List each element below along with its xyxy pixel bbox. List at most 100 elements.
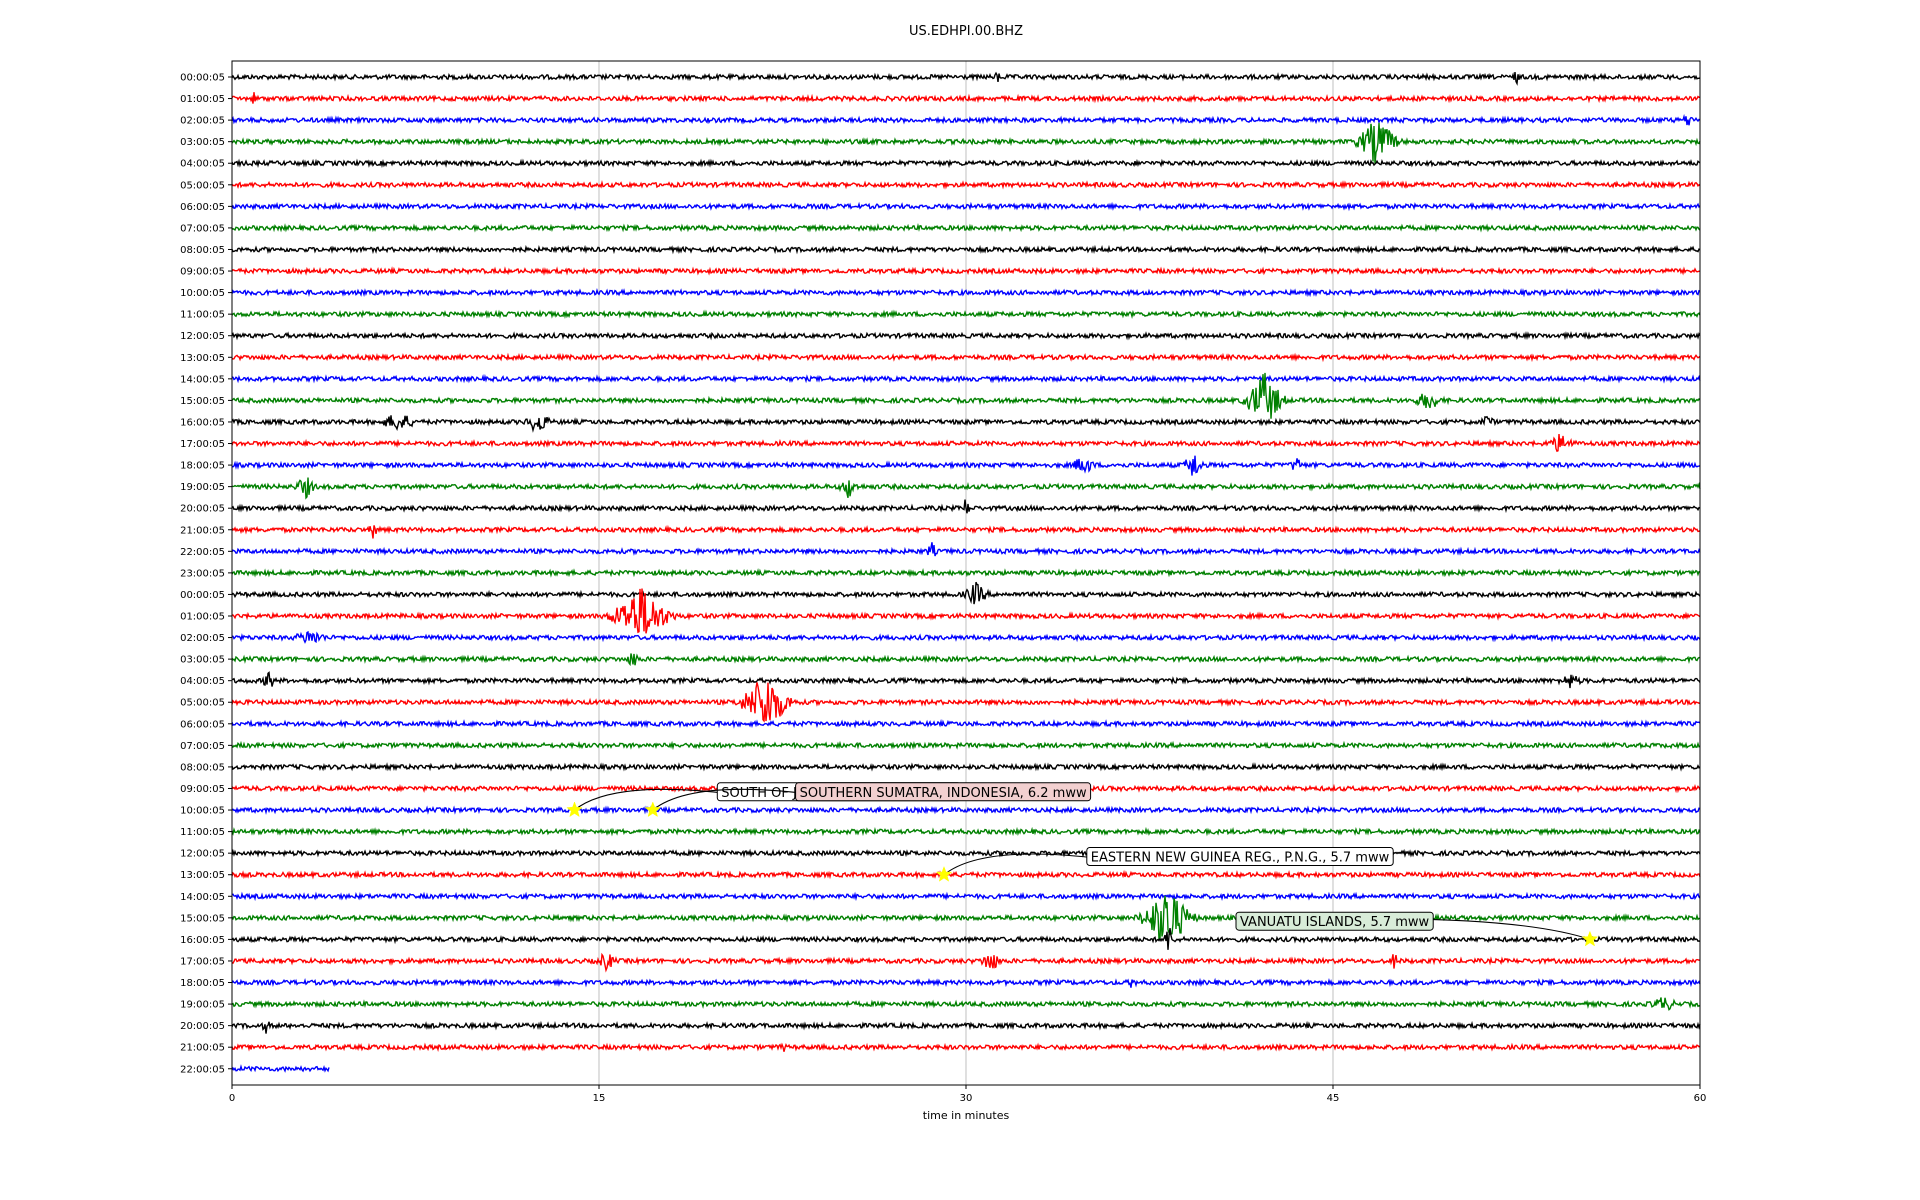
trace-row-24: [231, 581, 1701, 605]
event-label-box-1: [795, 782, 1092, 802]
y-tick-label-43: 19:00:05: [180, 1000, 225, 1011]
y-tick-label-30: 06:00:05: [180, 719, 225, 730]
event-star-1: [644, 801, 662, 818]
trace-row-37: [231, 869, 1701, 880]
y-tick-label-17: 17:00:05: [180, 439, 225, 450]
trace-row-2: [231, 113, 1701, 126]
trace-row-35: [231, 826, 1701, 837]
event-arrow-2: [943, 853, 1091, 876]
y-tick-label-23: 23:00:05: [180, 568, 225, 579]
y-tick-label-13: 13:00:05: [180, 353, 225, 364]
trace-row-36: [231, 848, 1701, 859]
y-tick-label-5: 05:00:05: [180, 180, 225, 191]
y-tick-label-44: 20:00:05: [180, 1021, 225, 1032]
y-tick-label-6: 06:00:05: [180, 202, 225, 213]
y-tick-label-33: 09:00:05: [180, 784, 225, 795]
trace-row-26: [231, 630, 1701, 644]
trace-row-31: [231, 740, 1701, 751]
trace-row-41: [231, 952, 1701, 973]
y-tick-label-8: 08:00:05: [180, 245, 225, 256]
y-tick-label-41: 17:00:05: [180, 956, 225, 967]
y-tick-label-25: 01:00:05: [180, 612, 225, 623]
y-tick-label-28: 04:00:05: [180, 676, 225, 687]
trace-row-9: [231, 266, 1700, 276]
trace-row-39: [231, 895, 1701, 941]
event-label-box-3: [1235, 911, 1434, 931]
y-tick-label-10: 10:00:05: [180, 288, 225, 299]
y-tick-label-15: 15:00:05: [180, 396, 225, 407]
event-arrow-1: [652, 788, 800, 811]
y-tick-label-40: 16:00:05: [180, 935, 225, 946]
y-tick-label-31: 07:00:05: [180, 741, 225, 752]
y-tick-label-20: 20:00:05: [180, 504, 225, 515]
x-tick-label-3: 45: [1327, 1093, 1340, 1104]
y-tick-label-46: 22:00:05: [180, 1064, 225, 1075]
trace-row-10: [231, 287, 1701, 298]
trace-row-44: [231, 1020, 1701, 1034]
y-tick-label-18: 18:00:05: [180, 461, 225, 472]
event-star-0: [566, 801, 583, 818]
x-tick-label-2: 30: [960, 1093, 973, 1104]
y-tick-label-26: 02:00:05: [180, 633, 225, 644]
y-tick-label-11: 11:00:05: [180, 310, 225, 321]
y-tick-label-36: 12:00:05: [180, 849, 225, 860]
y-tick-label-37: 13:00:05: [180, 870, 225, 881]
trace-row-16: [231, 415, 1701, 433]
y-tick-label-39: 15:00:05: [180, 913, 225, 924]
trace-row-19: [231, 477, 1701, 500]
chart-title: US.EDHPI.00.BHZ: [909, 24, 1023, 39]
trace-row-18: [231, 455, 1701, 476]
y-tick-label-21: 21:00:05: [180, 525, 225, 536]
y-tick-label-24: 00:00:05: [180, 590, 225, 601]
event-arrow-0: [574, 788, 722, 811]
y-tick-label-12: 12:00:05: [180, 331, 225, 342]
trace-row-23: [231, 568, 1701, 578]
y-tick-label-9: 09:00:05: [180, 267, 225, 278]
trace-row-14: [231, 373, 1701, 384]
trace-row-32: [231, 762, 1701, 772]
trace-row-25: [231, 588, 1701, 634]
trace-row-15: [231, 372, 1701, 419]
trace-row-1: [231, 92, 1701, 104]
trace-row-40: [231, 928, 1701, 950]
trace-row-17: [231, 434, 1701, 453]
y-tick-label-16: 16:00:05: [180, 417, 225, 428]
x-tick-label-4: 60: [1694, 1093, 1707, 1104]
trace-row-7: [231, 223, 1701, 233]
trace-row-34: [231, 805, 1701, 815]
y-tick-label-14: 14:00:05: [180, 374, 225, 385]
trace-row-28: [231, 671, 1701, 689]
trace-row-38: [231, 891, 1701, 902]
y-tick-label-38: 14:00:05: [180, 892, 225, 903]
y-tick-label-42: 18:00:05: [180, 978, 225, 989]
x-axis-label: time in minutes: [923, 1109, 1010, 1122]
traces: [231, 71, 1701, 1073]
y-tick-label-27: 03:00:05: [180, 655, 225, 666]
y-tick-label-19: 19:00:05: [180, 482, 225, 493]
y-tick-label-3: 03:00:05: [180, 137, 225, 148]
y-tick-labels: 00:00:05 01:00:05 02:00:05 03:00:05 04:00:05…: [180, 73, 232, 1075]
y-tick-label-45: 21:00:05: [180, 1043, 225, 1054]
trace-row-43: [231, 997, 1701, 1011]
trace-row-20: [231, 499, 1701, 514]
y-tick-label-22: 22:00:05: [180, 547, 225, 558]
event-label-3: VANUATU ISLANDS, 5.7 mww: [1240, 915, 1430, 930]
trace-row-5: [231, 180, 1701, 190]
trace-row-46: [231, 1064, 330, 1073]
event-star-3: [1581, 930, 1599, 947]
y-tick-label-34: 10:00:05: [180, 806, 225, 817]
trace-row-21: [231, 524, 1701, 539]
trace-row-42: [231, 977, 1701, 988]
trace-row-12: [231, 331, 1701, 341]
event-label-2: EASTERN NEW GUINEA REG., P.N.G., 5.7 mww: [1091, 851, 1390, 866]
trace-row-3: [231, 122, 1701, 164]
event-annotations: SOUTH OF JAVA, INDONESIA, 5.7 mbSOUTHERN…: [566, 782, 1599, 947]
trace-row-8: [231, 244, 1701, 255]
trace-row-45: [231, 1042, 1701, 1052]
trace-row-13: [231, 352, 1701, 363]
x-tick-label-0: 0: [229, 1093, 235, 1104]
y-tick-label-29: 05:00:05: [180, 698, 225, 709]
trace-row-6: [231, 201, 1701, 212]
y-tick-label-35: 11:00:05: [180, 827, 225, 838]
